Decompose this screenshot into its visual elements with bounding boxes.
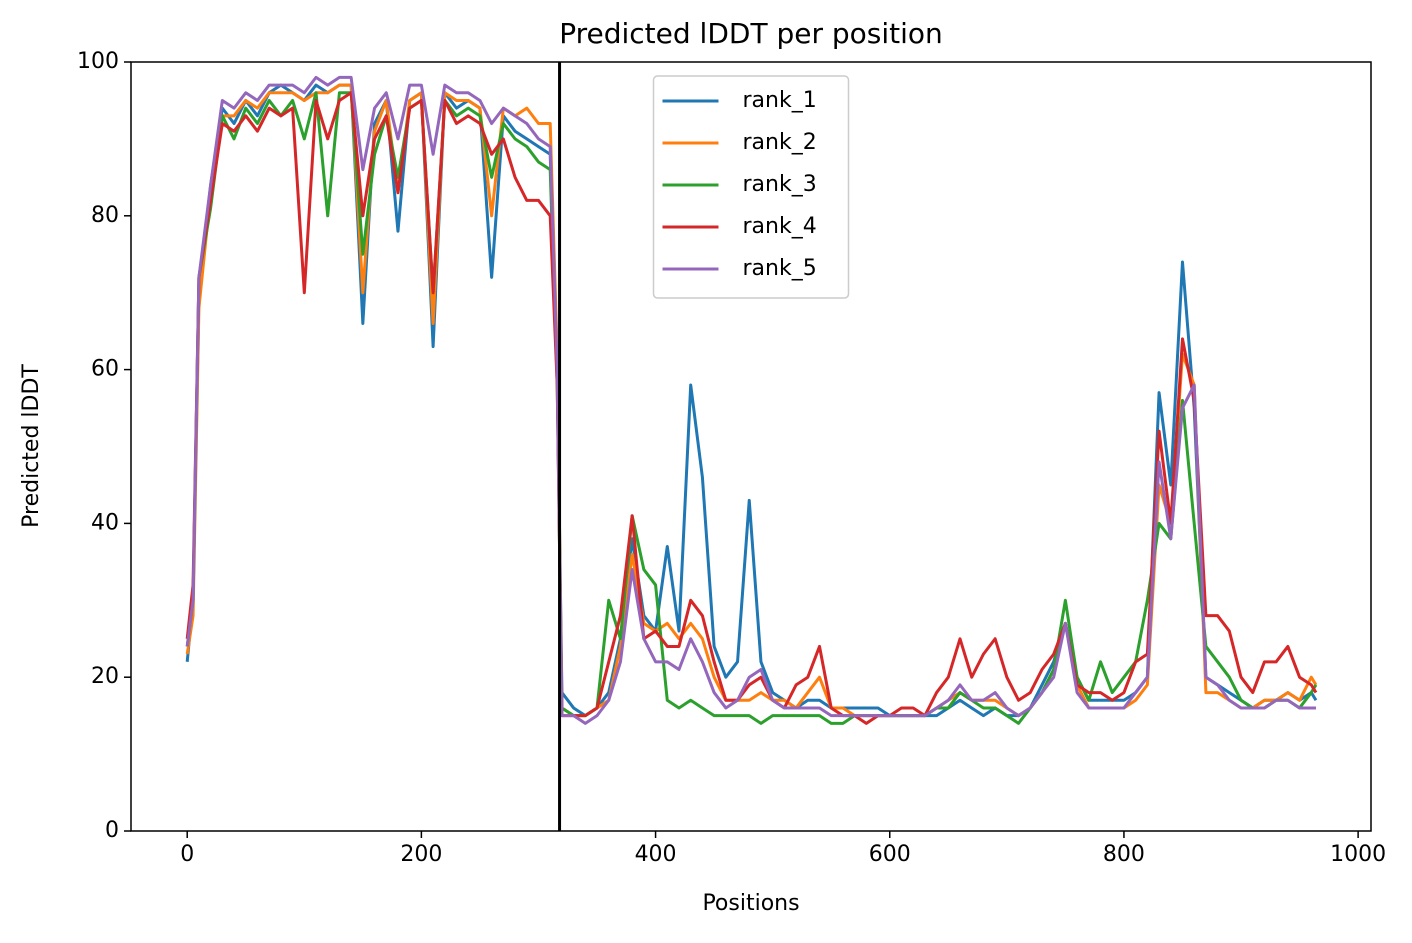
y-tick-label: 100 [77, 49, 119, 74]
x-tick-label: 800 [1103, 842, 1145, 867]
legend-label: rank_1 [743, 88, 817, 113]
series-line [185, 75, 1316, 725]
y-tick-label: 80 [91, 203, 119, 228]
legend-label: rank_4 [743, 214, 817, 239]
y-tick-label: 60 [91, 357, 119, 382]
legend-label: rank_3 [743, 172, 817, 197]
legend-label: rank_2 [743, 130, 817, 155]
y-axis-label: Predicted lDDT [19, 364, 44, 528]
x-axis-label: Positions [702, 891, 799, 916]
y-tick-label: 40 [91, 510, 119, 535]
x-tick-label: 1000 [1330, 842, 1386, 867]
y-tick-label: 0 [105, 818, 119, 843]
x-tick-label: 200 [400, 842, 442, 867]
legend-label: rank_5 [743, 256, 817, 281]
series-line [185, 91, 1318, 725]
x-tick-label: 0 [180, 842, 194, 867]
x-tick-label: 400 [635, 842, 677, 867]
y-tick-label: 20 [91, 664, 119, 689]
x-tick-label: 600 [869, 842, 911, 867]
chart-title: Predicted lDDT per position [559, 17, 943, 50]
series-line [185, 91, 1318, 725]
plot-frame [130, 61, 1372, 832]
legend-box [652, 75, 850, 299]
